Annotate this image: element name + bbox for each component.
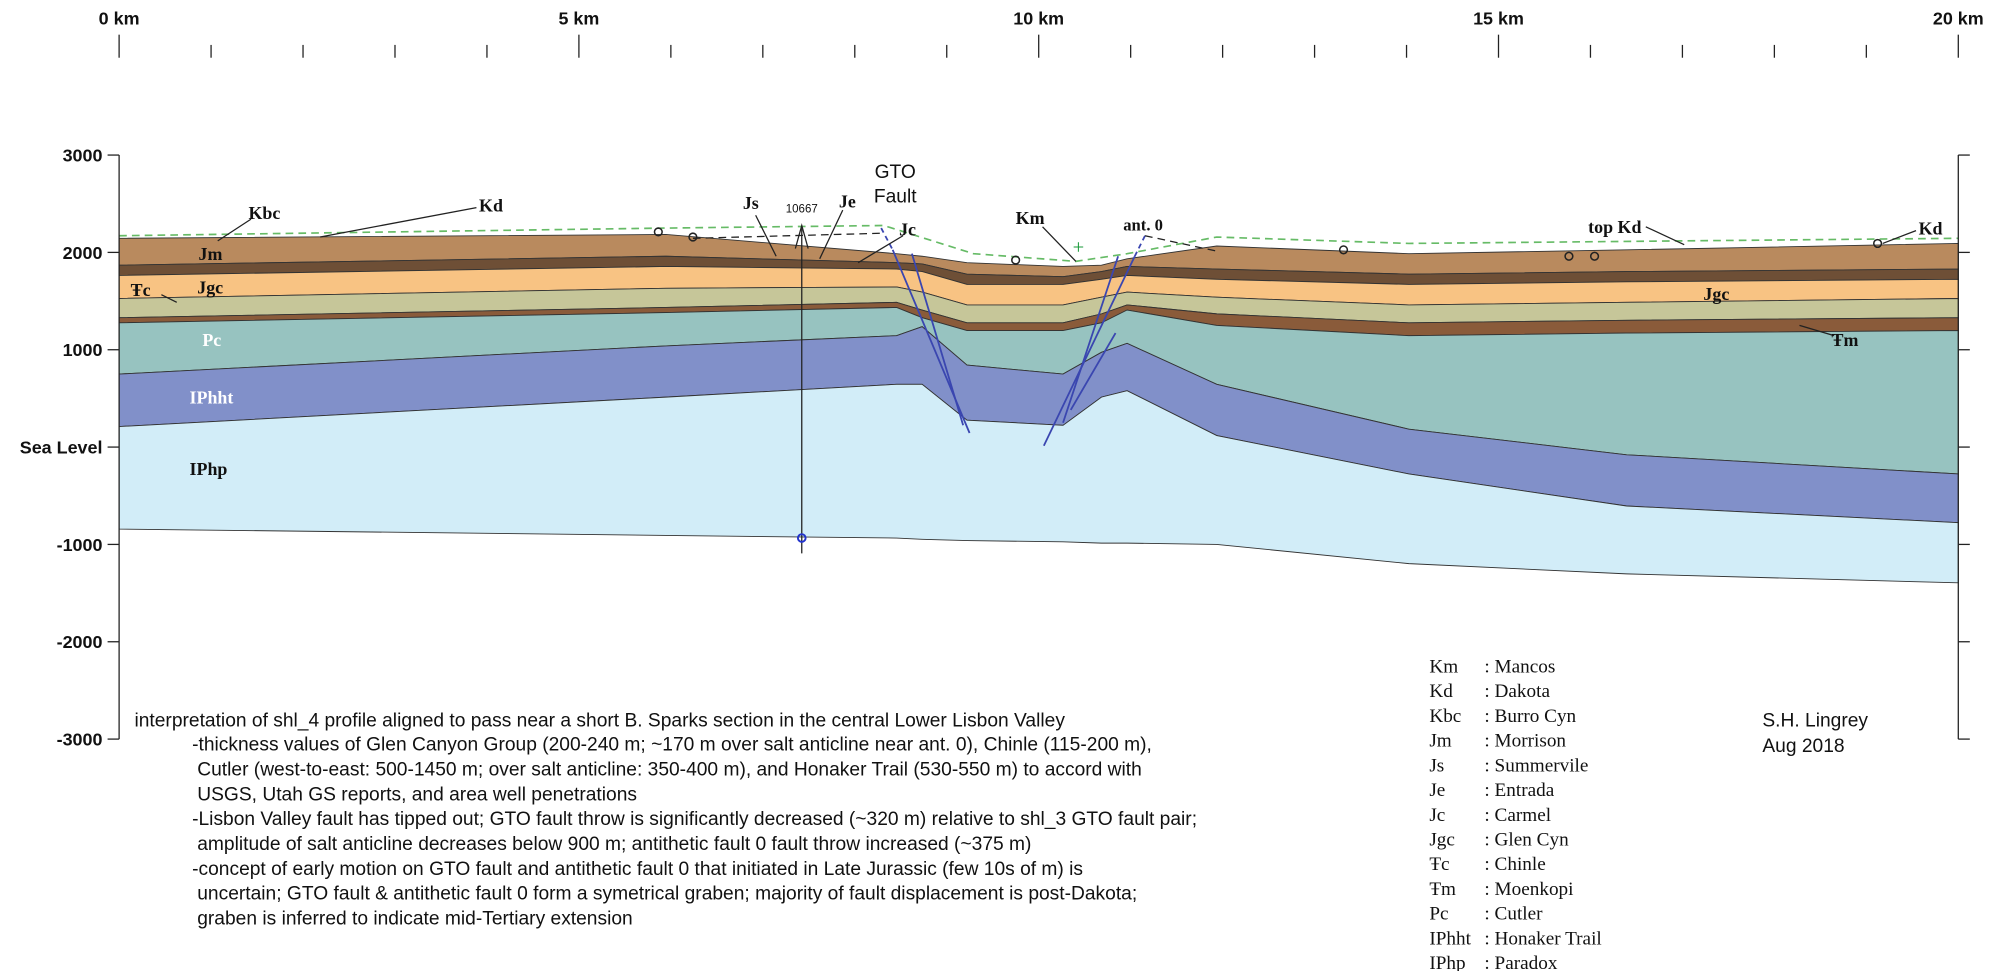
legend-abbr: Kbc — [1429, 706, 1461, 727]
legend-name: : Burro Cyn — [1484, 706, 1576, 727]
y-tick-label: -2000 — [57, 632, 103, 652]
note-line: graben is inferred to indicate mid-Terti… — [197, 909, 632, 930]
section-label: Js — [743, 193, 759, 213]
legend-abbr: Ŧc — [1429, 854, 1449, 875]
x-tick-label: 20 km — [1933, 8, 1984, 28]
y-tick-label: -3000 — [57, 729, 103, 749]
legend-abbr: Km — [1429, 656, 1458, 677]
legend-name: : Carmel — [1484, 805, 1551, 826]
note-line: -Lisbon Valley fault has tipped out; GTO… — [192, 809, 1197, 830]
legend-abbr: Jm — [1429, 731, 1451, 752]
y-tick-label: 1000 — [63, 340, 103, 360]
legend-abbr: Pc — [1429, 904, 1448, 925]
note-line: USGS, Utah GS reports, and area well pen… — [197, 784, 637, 805]
section-label: Jgc — [197, 277, 223, 297]
legend-name: : Honaker Trail — [1484, 928, 1601, 949]
fault-label: GTO — [875, 162, 916, 183]
note-line: amplitude of salt anticline decreases be… — [197, 834, 1031, 855]
legend-name: : Entrada — [1484, 780, 1554, 801]
section-label: Je — [839, 192, 856, 212]
y-tick-label: 3000 — [63, 145, 103, 165]
legend-name: : Cutler — [1484, 904, 1543, 925]
note-line: uncertain; GTO fault & antithetic fault … — [197, 884, 1137, 905]
section-label: Km — [1016, 208, 1045, 228]
section-label: Jgc — [1703, 284, 1729, 304]
section-label: IPhp — [190, 459, 228, 479]
section-label: ant. 0 — [1123, 216, 1163, 235]
legend-abbr: IPhp — [1429, 953, 1465, 971]
section-label: Jc — [899, 220, 916, 240]
legend-abbr: Kd — [1429, 681, 1453, 702]
legend-abbr: Jc — [1429, 805, 1445, 826]
y-tick-label: -1000 — [57, 535, 103, 555]
note-title: interpretation of shl_4 profile aligned … — [134, 710, 1065, 731]
x-tick-label: 10 km — [1013, 8, 1064, 28]
section-label: Kd — [1919, 218, 1943, 238]
x-tick-label: 5 km — [558, 8, 599, 28]
section-label: Ŧm — [1832, 330, 1859, 350]
section-label: top Kd — [1588, 217, 1641, 237]
legend-abbr: IPhht — [1429, 928, 1471, 949]
note-line: -thickness values of Glen Canyon Group (… — [192, 735, 1152, 756]
y-tick-label: Sea Level — [20, 437, 103, 457]
note-line: -concept of early motion on GTO fault an… — [192, 859, 1083, 880]
note-line: Cutler (west-to-east: 500-1450 m; over s… — [197, 759, 1142, 780]
section-label: Ŧc — [131, 280, 151, 300]
well-label: 10667 — [786, 204, 818, 216]
legend: Km : Mancos Kd : Dakota Kbc : Burro Cyn Jm : Mo… — [1429, 656, 1601, 971]
legend-name: : Mancos — [1484, 656, 1555, 677]
notes: interpretation of shl_4 profile aligned … — [134, 710, 1197, 929]
legend-name: : Chinle — [1484, 854, 1545, 875]
legend-abbr: Ŧm — [1429, 879, 1456, 900]
section-label: Pc — [202, 330, 221, 350]
legend-name: : Moenkopi — [1484, 879, 1573, 900]
legend-name: : Glen Cyn — [1484, 830, 1569, 851]
x-tick-label: 0 km — [99, 8, 140, 28]
legend-abbr: Jgc — [1429, 830, 1455, 851]
y-tick-label: 2000 — [63, 243, 103, 263]
legend-name: : Dakota — [1484, 681, 1550, 702]
section-label: Kbc — [248, 203, 280, 223]
legend-name: : Morrison — [1484, 731, 1566, 752]
fault-label: Fault — [874, 186, 917, 207]
marker: + — [1073, 237, 1085, 259]
section-label: Jm — [199, 244, 223, 264]
section-label: Kd — [479, 195, 503, 215]
author: S.H. Lingrey — [1762, 710, 1868, 731]
legend-abbr: Je — [1429, 780, 1445, 801]
cross-section: + 10667 Kbc Kd Jm Jgc Ŧc Pc IPhht IPhp J… — [0, 0, 1998, 971]
x-tick-label: 15 km — [1473, 8, 1524, 28]
legend-name: : Summervile — [1484, 755, 1588, 776]
legend-name: : Paradox — [1484, 953, 1557, 971]
projection — [693, 233, 884, 238]
layers — [119, 234, 1958, 582]
section-label: IPhht — [190, 388, 234, 408]
author-date: Aug 2018 — [1762, 736, 1844, 757]
legend-abbr: Js — [1429, 755, 1444, 776]
